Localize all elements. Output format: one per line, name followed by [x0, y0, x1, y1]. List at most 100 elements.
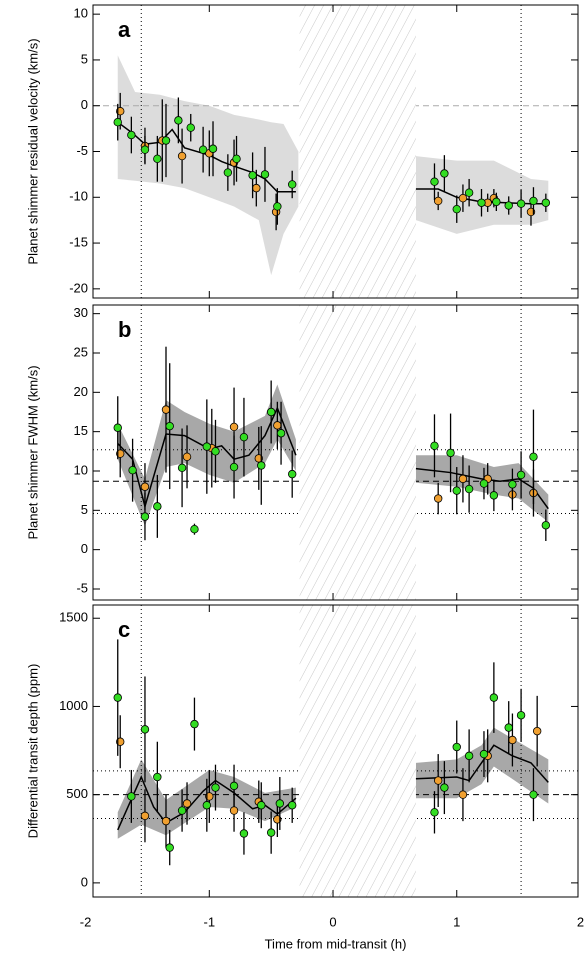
- data-point: [202, 801, 212, 810]
- data-point: [177, 151, 187, 161]
- data-point: [140, 482, 150, 491]
- y-tick-label: 25: [74, 344, 88, 359]
- data-point: [229, 422, 239, 432]
- data-point: [182, 799, 192, 808]
- data-point: [452, 204, 461, 214]
- data-point: [273, 421, 282, 430]
- data-point: [266, 828, 276, 837]
- x-tick-label: 2: [577, 914, 584, 929]
- data-point: [113, 423, 122, 432]
- data-point: [128, 466, 137, 475]
- y-axis-label: Differential transit depth (ppm): [25, 664, 40, 839]
- data-point: [458, 474, 468, 484]
- data-point: [211, 447, 220, 456]
- data-point: [458, 790, 468, 799]
- data-point: [140, 725, 150, 734]
- panel-label: c: [118, 617, 130, 642]
- x-tick-label: -1: [204, 914, 216, 929]
- y-tick-label: -5: [76, 580, 88, 595]
- data-point: [165, 843, 174, 852]
- data-point: [464, 751, 474, 761]
- data-point: [232, 154, 241, 164]
- data-point: [430, 441, 439, 451]
- data-point: [492, 197, 501, 207]
- data-point: [248, 171, 257, 180]
- data-point: [140, 145, 150, 154]
- data-point: [516, 470, 526, 480]
- data-point: [532, 726, 542, 736]
- data-point: [202, 442, 212, 451]
- data-point: [433, 494, 443, 503]
- data-point: [541, 198, 551, 207]
- y-tick-label: -5: [76, 143, 88, 158]
- data-point: [433, 776, 443, 785]
- data-point: [177, 463, 187, 473]
- data-point: [508, 735, 517, 745]
- y-tick-label: 20: [74, 384, 88, 399]
- y-axis-label: Planet shimmer FWHM (km/s): [25, 365, 40, 539]
- data-point: [153, 772, 162, 782]
- data-point: [477, 198, 486, 207]
- data-point: [529, 452, 538, 462]
- data-point: [153, 502, 162, 511]
- data-point: [239, 432, 249, 442]
- data-point: [161, 816, 171, 826]
- data-point: [266, 407, 276, 417]
- y-tick-label: 10: [74, 462, 88, 477]
- data-point: [257, 461, 266, 470]
- data-point: [541, 521, 551, 530]
- data-point: [127, 130, 136, 140]
- x-axis-label: Time from mid-transit (h): [265, 936, 407, 951]
- data-point: [452, 486, 461, 495]
- data-point: [464, 188, 474, 197]
- data-point: [287, 180, 297, 189]
- data-point: [458, 193, 468, 203]
- data-point: [165, 421, 174, 431]
- data-point: [489, 693, 499, 702]
- data-point: [113, 117, 122, 127]
- data-point: [276, 429, 286, 438]
- data-point: [113, 693, 122, 702]
- y-tick-label: 0: [81, 541, 88, 556]
- data-point: [287, 801, 297, 810]
- x-tick-label: 0: [329, 914, 336, 929]
- data-point: [229, 781, 239, 791]
- y-tick-label: 5: [81, 502, 88, 517]
- data-point: [257, 801, 266, 810]
- data-point: [529, 196, 538, 206]
- y-tick-label: 500: [66, 786, 88, 801]
- y-tick-label: 0: [81, 97, 88, 112]
- y-axis-label: Planet shimmer residual velocity (km/s): [25, 38, 40, 264]
- plot-area: [93, 305, 578, 600]
- data-point: [433, 196, 443, 206]
- data-point: [161, 405, 171, 414]
- data-point: [479, 749, 489, 759]
- data-point: [446, 448, 455, 458]
- data-point: [190, 525, 199, 534]
- data-point: [208, 144, 218, 153]
- data-point: [464, 484, 474, 494]
- x-tick-label: 1: [453, 914, 460, 929]
- y-tick-label: -10: [69, 189, 88, 204]
- data-point: [223, 168, 233, 177]
- y-tick-label: -20: [69, 280, 88, 295]
- data-point: [174, 116, 183, 125]
- hatch-region: [299, 305, 416, 600]
- data-point: [430, 177, 439, 186]
- data-point: [211, 783, 220, 792]
- y-tick-label: 1000: [59, 698, 88, 713]
- data-point: [516, 711, 526, 720]
- uncertainty-band: [415, 727, 549, 804]
- plot-area: [93, 605, 578, 897]
- data-point: [508, 480, 517, 489]
- data-point: [275, 799, 285, 808]
- y-tick-label: 15: [74, 423, 88, 438]
- data-point: [479, 479, 489, 488]
- plot-area: [93, 5, 578, 298]
- data-point: [430, 808, 439, 817]
- data-point: [516, 199, 526, 208]
- data-point: [161, 136, 171, 145]
- data-point: [529, 790, 538, 799]
